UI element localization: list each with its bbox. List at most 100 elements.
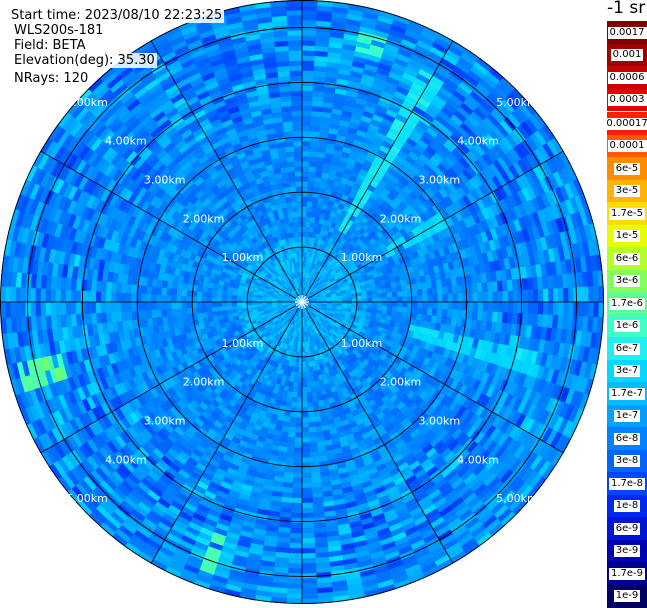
radar-cell (307, 392, 312, 397)
radar-cell (290, 518, 302, 523)
radar-cell (296, 413, 302, 418)
radar-cell (493, 302, 498, 312)
radar-cell (302, 387, 307, 392)
radar-cell (290, 528, 302, 533)
radar-cell (463, 302, 468, 311)
radar-cell (568, 288, 573, 302)
radar-cell (307, 387, 312, 392)
radar-cell (292, 498, 303, 503)
radar-cell (302, 156, 310, 161)
radar-cell (295, 438, 302, 443)
radar-cell (288, 427, 295, 433)
radar-cell (302, 584, 317, 589)
radar-cell (458, 294, 463, 302)
radar-cell (523, 302, 528, 314)
radar-cell (302, 579, 317, 584)
radar-cell (296, 418, 302, 423)
radar-cell (427, 288, 433, 295)
radar-cell (287, 442, 295, 448)
radar-cell (302, 136, 311, 141)
radar-cell (437, 309, 443, 317)
radar-cell (287, 584, 302, 589)
radar-cell (289, 422, 296, 428)
radar-cell (493, 292, 498, 302)
radar-cell (417, 308, 423, 315)
radar-cell (293, 463, 302, 468)
radar-cell (302, 181, 308, 186)
radar-cell (533, 302, 538, 314)
radar-cell (297, 387, 302, 392)
radar-cell (289, 543, 302, 548)
radar-cell (393, 302, 398, 307)
radar-cell (367, 298, 372, 302)
radar-cell (382, 298, 387, 303)
radar-cell (295, 433, 302, 438)
radar-cell (302, 222, 306, 227)
radar-cell (584, 302, 589, 317)
radar-cell (310, 141, 319, 147)
radar-cell (302, 116, 312, 121)
radar-cell (398, 297, 403, 302)
radar-cell (417, 289, 423, 296)
radar-cell (302, 20, 317, 25)
radar-cell (290, 533, 302, 538)
radar-cell (308, 176, 315, 182)
radar-cell (302, 237, 305, 242)
radar-cell (302, 372, 306, 377)
radar-cell (528, 290, 533, 302)
radar-cell (387, 293, 392, 298)
radar-cell (302, 423, 309, 428)
radar-cell (513, 302, 518, 313)
radar-cell (302, 483, 312, 488)
radar-cell (302, 478, 312, 483)
radar-cell (442, 287, 448, 295)
radar-cell (307, 402, 313, 408)
radar-cell (372, 294, 377, 298)
radar-cell (523, 290, 528, 302)
radar-cell (292, 483, 302, 488)
radar-cell (306, 372, 310, 377)
radar-cell (302, 589, 317, 594)
radar-cell (302, 357, 305, 362)
radar-cell (288, 568, 302, 573)
radar-cell (498, 292, 503, 303)
radar-cell (398, 302, 403, 307)
radar-cell (302, 81, 314, 86)
radar-cell (307, 397, 313, 402)
radar-cell (302, 538, 315, 543)
radar-cell (377, 302, 382, 306)
radar-cell (594, 302, 600, 318)
radar-cell (298, 377, 302, 382)
radar-cell (302, 91, 313, 96)
radar-cell (428, 295, 433, 302)
radar-cell (312, 392, 318, 398)
radar-cell (289, 553, 302, 558)
radar-cell (468, 302, 473, 311)
radar-cell (295, 423, 302, 428)
radar-cell (302, 523, 314, 528)
radar-cell (308, 417, 315, 423)
radar-cell (302, 60, 315, 65)
radar-cell (291, 402, 297, 408)
radar-cell (302, 558, 316, 563)
radar-cell (518, 290, 523, 302)
radar-cell (310, 452, 318, 458)
radar-cell (413, 302, 418, 308)
radar-cell (298, 372, 302, 377)
radar-cell (287, 579, 302, 584)
radar-cell (309, 161, 317, 167)
radar-cell (289, 417, 296, 423)
radar-cell (513, 291, 518, 302)
radar-cell (362, 299, 367, 302)
radar-cell (413, 296, 418, 302)
radar-cell (393, 297, 398, 302)
radar-cell (288, 432, 295, 438)
radar-cell (302, 448, 310, 453)
radar-cell (433, 295, 438, 302)
radar-cell (302, 10, 317, 15)
radar-cell (488, 302, 493, 312)
radar-cell (473, 302, 478, 311)
radar-cell (302, 86, 313, 91)
radar-cell (309, 427, 316, 433)
